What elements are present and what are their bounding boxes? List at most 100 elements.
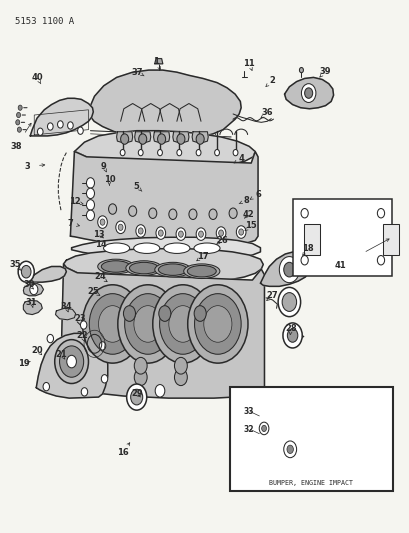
Circle shape [279,256,299,282]
Circle shape [108,204,116,214]
Circle shape [158,230,163,236]
Text: 22: 22 [76,331,88,340]
Circle shape [158,306,171,321]
Circle shape [155,227,165,239]
Text: 39: 39 [319,67,330,76]
Circle shape [123,306,135,321]
Circle shape [236,226,245,238]
Circle shape [300,255,308,265]
Circle shape [101,375,108,383]
Text: 32: 32 [243,425,253,434]
Circle shape [196,149,200,156]
Polygon shape [63,249,263,283]
Polygon shape [88,70,240,140]
Text: 18: 18 [301,244,312,253]
Ellipse shape [154,262,191,277]
Text: 19: 19 [18,359,29,368]
Text: 30: 30 [23,280,35,289]
Text: 11: 11 [243,59,254,68]
Text: 36: 36 [261,108,272,117]
Polygon shape [23,283,43,296]
Circle shape [126,384,146,410]
Circle shape [238,229,243,235]
Circle shape [286,445,293,454]
Text: BUMPER, ENGINE IMPACT: BUMPER, ENGINE IMPACT [269,480,353,486]
Circle shape [86,188,94,199]
Polygon shape [29,266,66,282]
Polygon shape [74,131,254,167]
Circle shape [17,127,21,132]
Circle shape [89,294,135,354]
Circle shape [376,255,384,265]
Polygon shape [60,264,264,398]
Text: 2: 2 [269,76,275,85]
Circle shape [138,134,146,144]
Circle shape [138,149,143,156]
Circle shape [37,128,43,135]
Polygon shape [36,333,108,398]
Text: 29: 29 [130,390,142,399]
Ellipse shape [183,264,219,279]
Text: 34: 34 [60,302,72,311]
Text: 37: 37 [131,68,143,77]
Circle shape [283,262,294,277]
Circle shape [86,177,94,188]
Circle shape [176,134,184,144]
Circle shape [176,149,181,156]
Circle shape [97,216,107,228]
Text: 14: 14 [94,240,106,249]
Text: 3: 3 [25,161,30,171]
Circle shape [117,285,178,363]
Circle shape [261,425,266,432]
Circle shape [194,306,206,321]
Circle shape [134,306,162,342]
Circle shape [120,134,128,144]
Circle shape [157,134,165,144]
Text: 21: 21 [55,350,67,359]
Circle shape [157,149,162,156]
Circle shape [59,346,83,377]
Ellipse shape [164,243,189,254]
Circle shape [203,306,231,342]
Ellipse shape [158,264,187,276]
Polygon shape [284,77,333,109]
Circle shape [148,208,156,219]
Ellipse shape [97,259,134,274]
Text: 5: 5 [133,182,139,191]
Circle shape [100,219,105,225]
Circle shape [128,206,136,216]
Bar [292,199,391,276]
Circle shape [115,221,125,233]
Circle shape [18,261,34,282]
Circle shape [67,356,76,368]
Circle shape [174,358,187,374]
Polygon shape [154,59,162,64]
Text: 24: 24 [94,272,106,281]
Circle shape [54,340,88,384]
Text: 9: 9 [101,161,106,171]
Circle shape [218,230,223,236]
Circle shape [67,122,73,129]
Circle shape [99,342,106,350]
Polygon shape [153,132,169,143]
Text: 12: 12 [68,197,80,206]
Polygon shape [134,132,151,143]
Circle shape [282,323,301,348]
Circle shape [47,123,53,130]
Circle shape [169,306,196,342]
Bar [303,224,319,255]
Circle shape [30,284,38,295]
Text: 16: 16 [117,448,128,457]
Text: 42: 42 [242,210,254,219]
Bar [229,386,392,491]
Text: 40: 40 [31,73,43,82]
Ellipse shape [101,261,130,272]
Text: 35: 35 [9,260,21,269]
Circle shape [214,149,219,156]
Text: 20: 20 [31,345,43,354]
Circle shape [376,208,384,218]
Text: 1: 1 [153,57,159,66]
Circle shape [138,228,143,234]
Circle shape [175,228,185,240]
Text: 15: 15 [245,221,256,230]
